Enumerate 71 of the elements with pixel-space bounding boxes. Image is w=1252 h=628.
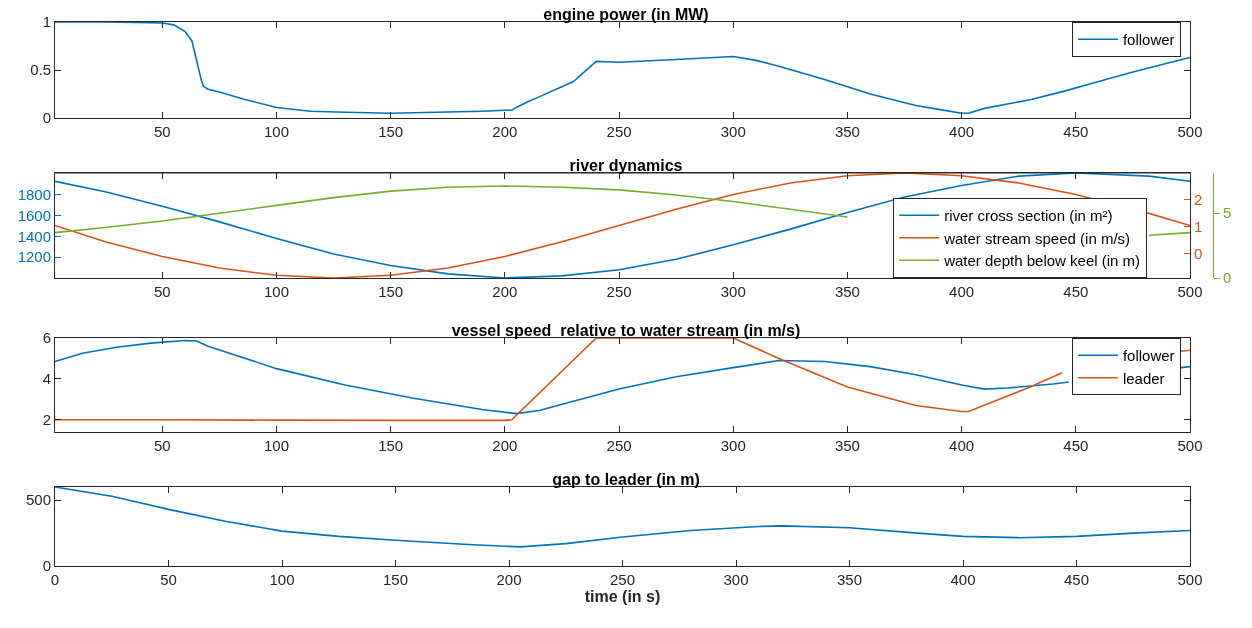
x-tick-label: 500 [1177,437,1203,454]
x-tick-label: 50 [160,571,177,588]
legend-label: follower [1122,347,1175,365]
x-tick-label: 300 [720,437,746,454]
x-tick-label: 450 [1063,283,1089,300]
x-tick-label: 200 [492,437,518,454]
x-tick-label: 100 [269,571,295,588]
x-tick-label: 150 [382,571,409,588]
x-tick-label: 350 [836,571,863,588]
y-tick-label: 1600 [17,206,51,224]
x-tick-label: 500 [1177,571,1203,588]
x-tick-label: 250 [609,571,636,588]
y3-tick-label: 5 [1223,204,1232,222]
x-tick-label: 100 [264,283,290,300]
x-tick-label: 350 [834,283,860,300]
x-tick-label: 500 [1177,123,1203,140]
x-tick-label: 350 [834,437,860,454]
y-tick-label: 1 [42,13,51,31]
y-tick-label: 1200 [17,248,51,266]
chart-title: river dynamics [569,157,683,174]
x-tick-label: 150 [378,283,404,300]
legend-label: water depth below keel (in m) [943,252,1141,270]
y2-tick-label: 1 [1194,218,1203,236]
x-tick-label: 400 [949,437,975,454]
x-tick-label: 250 [606,437,632,454]
chart-title: engine power (in MW) [543,6,709,23]
x-tick-label: 150 [378,437,404,454]
y-tick-label: 6 [42,329,51,347]
x-tick-label: 250 [606,283,632,300]
y-tick-label: 0.5 [30,61,51,79]
y-tick-label: 2 [42,410,51,428]
x-tick-label: 100 [264,437,290,454]
line-series [55,173,1190,278]
x-tick-label: 150 [378,123,404,140]
x-tick-label: 50 [153,283,171,300]
line-series [55,22,1190,114]
legend-label: river cross section (in m²) [944,207,1113,225]
line-series [55,487,1190,548]
x-tick-label: 450 [1063,571,1090,588]
y3-tick-label: 0 [1223,269,1232,287]
y-tick-label: 4 [42,370,51,388]
legend-label: leader [1122,369,1165,387]
x-tick-label: 300 [720,123,746,140]
y2-tick-label: 0 [1194,245,1203,263]
x-tick-label: 50 [153,437,171,454]
x-tick-label: 500 [1177,283,1203,300]
x-tick-label: 100 [264,123,290,140]
y2-tick-label: 2 [1194,191,1203,209]
chart-title: gap to leader (in m) [552,471,700,488]
y-tick-label: 500 [25,491,51,509]
y-tick-label: 1800 [17,186,51,204]
x-axis-title: time (in s) [584,588,661,605]
x-tick-label: 450 [1063,437,1089,454]
legend-label: follower [1122,31,1175,49]
x-tick-label: 300 [723,571,749,588]
x-tick-label: 50 [153,123,171,140]
chart-title: vessel speed relative to water stream (in m/s) [451,322,801,339]
x-tick-label: 450 [1063,123,1089,140]
x-tick-label: 250 [606,123,632,140]
x-tick-label: 400 [950,571,976,588]
x-tick-label: 400 [949,283,975,300]
legend-label: water stream speed (in m/s) [943,229,1131,247]
y-tick-label: 1400 [17,227,51,245]
x-tick-label: 200 [492,123,518,140]
x-tick-label: 300 [720,283,746,300]
x-tick-label: 400 [949,123,975,140]
x-tick-label: 200 [496,571,522,588]
y-tick-label: 0 [42,557,51,575]
x-tick-label: 200 [492,283,518,300]
y-tick-label: 0 [42,109,51,127]
x-tick-label: 350 [834,123,860,140]
